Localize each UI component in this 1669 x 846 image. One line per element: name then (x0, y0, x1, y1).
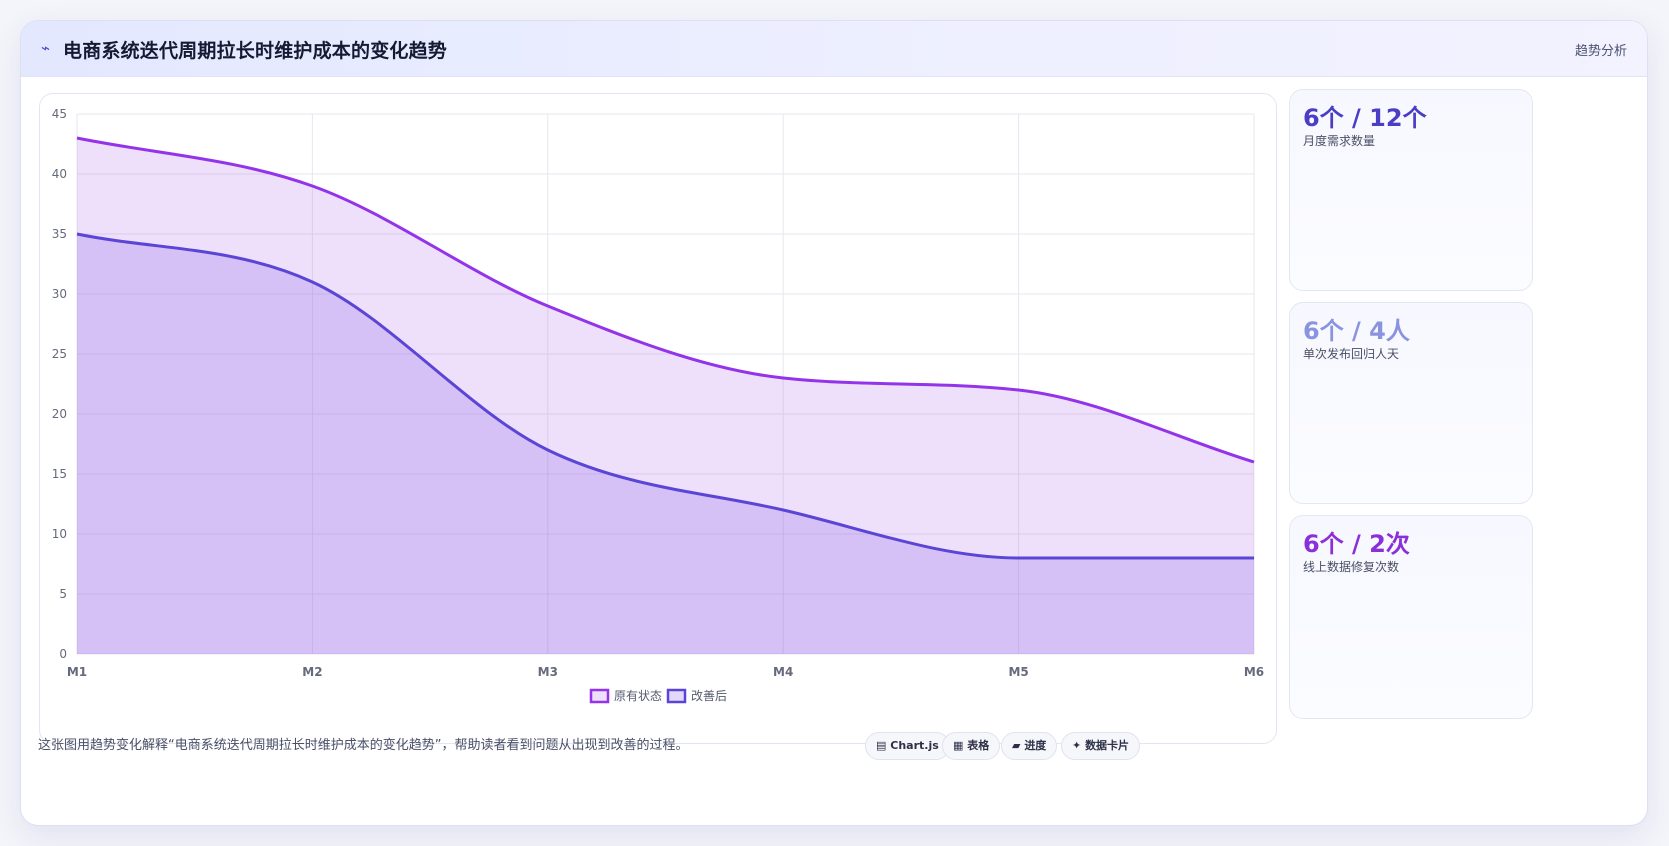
chart-areas (77, 138, 1254, 654)
legend-swatch (589, 688, 610, 704)
x-tick-label: M1 (67, 665, 87, 679)
stat-value: 6个 / 2次 (1303, 530, 1410, 558)
pill-label: 表格 (967, 739, 990, 752)
chart-lines (76, 136, 1255, 560)
legend-label: 原有状态 (614, 689, 662, 703)
pill-label: 数据卡片 (1085, 739, 1130, 752)
chart-card: ⌁ 电商系统迭代周期拉长时维护成本的变化趋势 趋势分析 0 5 10 15 20 25 30… (20, 20, 1648, 826)
legend-swatch (666, 688, 687, 704)
pill-chartjs[interactable]: ▤ Chart.js (865, 732, 950, 760)
series-line-1 (76, 136, 1255, 464)
card-header: ⌁ 电商系统迭代周期拉长时维护成本的变化趋势 趋势分析 (21, 21, 1647, 77)
x-axis-ticks: M1 M2 M3 M4 M5 M6 (67, 665, 1264, 679)
stat-card-regression-days: 6个 / 4人 单次发布回归人天 (1289, 302, 1533, 504)
series-area-2 (77, 234, 1254, 654)
y-tick-label: 35 (52, 227, 67, 241)
x-tick-label: M2 (302, 665, 322, 679)
y-tick-label: 40 (52, 167, 67, 181)
y-tick-label: 25 (52, 347, 67, 361)
x-tick-label: M6 (1244, 665, 1264, 679)
series-area-1 (77, 138, 1254, 654)
legend-label: 改善后 (691, 688, 727, 703)
pill-data-card[interactable]: ✦ 数据卡片 (1061, 732, 1141, 760)
pill-label: Chart.js (890, 739, 939, 752)
x-tick-label: M4 (773, 665, 793, 679)
stat-label: 线上数据修复次数 (1303, 560, 1400, 574)
chart-panel: 0 5 10 15 20 25 30 35 40 45 M1 M2 M3 M4 M5 M6 原有状态 改善后 (39, 93, 1277, 744)
trend-line-icon: ⌁ (41, 39, 51, 57)
stat-label: 月度需求数量 (1303, 134, 1376, 148)
stat-value: 6个 / 12个 (1303, 104, 1427, 132)
card-icon: ✦ (1072, 739, 1082, 752)
table-icon: ▦ (953, 739, 964, 752)
chart-description: 这张图用趋势变化解释“电商系统迭代周期拉长时维护成本的变化趋势”，帮助读者看到问… (38, 738, 689, 753)
y-tick-label: 10 (52, 527, 67, 541)
chart-legend: 原有状态 改善后 (589, 688, 727, 704)
pill-label: 进度 (1024, 739, 1047, 752)
stat-card-data-fixes: 6个 / 2次 线上数据修复次数 (1289, 515, 1533, 719)
area-chart: 0 5 10 15 20 25 30 35 40 45 M1 M2 M3 M4 M5 M6 原有状态 改善后 (52, 107, 1264, 704)
progress-icon: ▰ (1012, 739, 1021, 752)
pill-table[interactable]: ▦ 表格 (942, 732, 1001, 760)
pill-progress[interactable]: ▰ 进度 (1001, 732, 1058, 760)
stat-card-monthly-requirements: 6个 / 12个 月度需求数量 (1289, 89, 1533, 291)
y-tick-label: 15 (52, 467, 67, 481)
y-tick-label: 30 (52, 287, 67, 301)
x-tick-label: M3 (538, 665, 558, 679)
y-tick-label: 20 (52, 407, 67, 421)
chart-grid (76, 113, 1255, 655)
y-tick-label: 45 (52, 107, 67, 121)
category-tag: 趋势分析 (1574, 44, 1627, 59)
x-tick-label: M5 (1008, 665, 1028, 679)
chart-icon: ▤ (876, 739, 887, 752)
card-title: 电商系统迭代周期拉长时维护成本的变化趋势 (63, 40, 448, 62)
y-axis-ticks: 0 5 10 15 20 25 30 35 40 45 (52, 107, 67, 661)
stat-value: 6个 / 4人 (1303, 317, 1410, 345)
y-tick-label: 5 (59, 587, 67, 601)
stat-label: 单次发布回归人天 (1303, 347, 1400, 361)
y-tick-label: 0 (59, 647, 67, 661)
series-line-2 (76, 232, 1254, 560)
